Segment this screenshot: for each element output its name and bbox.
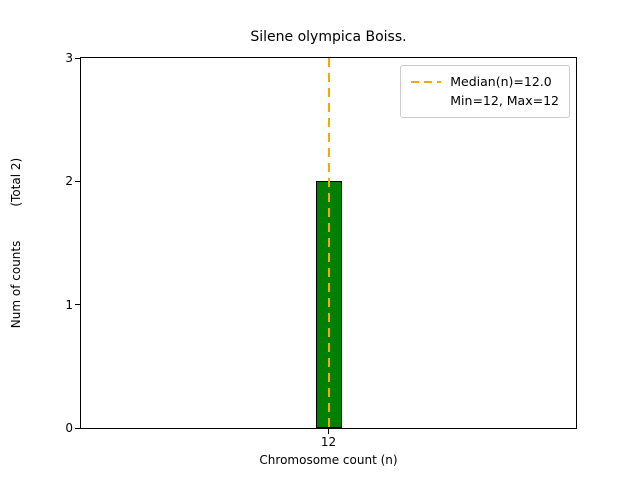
y-axis-label-text: Num of counts (9, 240, 23, 329)
x-tick-label-12: 12 (320, 435, 337, 449)
y-tick-mark-0 (75, 427, 80, 429)
y-tick-mark-1 (75, 304, 80, 306)
legend-row-median: Median(n)=12.0 (411, 72, 559, 91)
y-tick-label-3: 3 (65, 51, 73, 65)
y-axis-total-text: (Total 2) (9, 157, 23, 207)
median-dashed-line-icon (411, 80, 442, 83)
x-tick-mark-12 (328, 429, 329, 434)
x-axis-label: Chromosome count (n) (259, 453, 398, 467)
y-tick-mark-2 (75, 180, 80, 182)
legend-median-label: Median(n)=12.0 (450, 74, 552, 89)
y-axis-label: Num of counts (Total 2) (6, 57, 26, 429)
y-tick-label-0: 0 (65, 421, 73, 435)
y-tick-label-1: 1 (65, 297, 73, 312)
legend: Median(n)=12.0 Min=12, Max=12 (400, 65, 570, 118)
legend-minmax-label: Min=12, Max=12 (450, 93, 559, 109)
y-tick-mark-3 (75, 57, 80, 59)
legend-row-minmax: Min=12, Max=12 (411, 91, 559, 110)
y-tick-label-2: 2 (65, 174, 73, 189)
median-line (327, 58, 330, 428)
plot-area: Median(n)=12.0 Min=12, Max=12 0 1 2 3 12 (65, 51, 577, 449)
y-axis-label-rotated: Num of counts (Total 2) (9, 158, 23, 328)
legend-spacer (411, 100, 441, 102)
chart-title: Silene olympica Boiss. (250, 29, 407, 45)
